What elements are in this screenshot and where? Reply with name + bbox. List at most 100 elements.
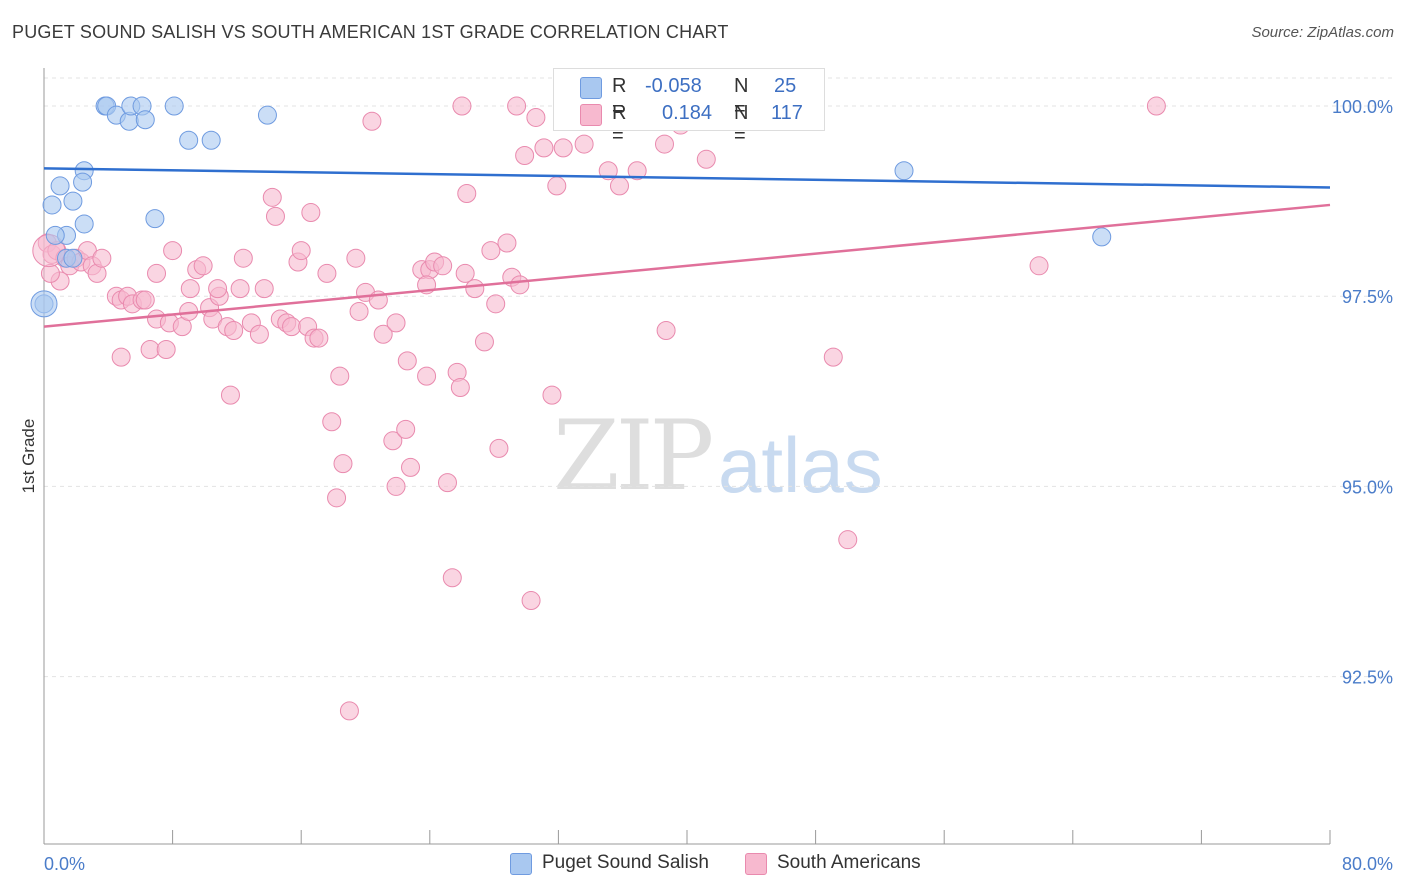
salish-point-large xyxy=(30,290,58,318)
south-americans-point xyxy=(230,279,250,299)
south-americans-point xyxy=(526,107,546,127)
r-value: -0.058 xyxy=(645,75,702,97)
south-americans-point xyxy=(193,256,213,276)
south-americans-point xyxy=(534,138,554,158)
source-label: Source: ZipAtlas.com xyxy=(1251,24,1394,41)
south-americans-point xyxy=(521,591,541,611)
south-americans-point xyxy=(455,263,475,283)
x-ticks xyxy=(43,830,1331,844)
r-value: 0.184 xyxy=(662,102,713,124)
trend-lines xyxy=(43,167,1331,328)
south-americans-point xyxy=(401,457,421,477)
south-americans-point xyxy=(486,294,506,314)
south-americans-point xyxy=(373,324,393,344)
south-americans-point xyxy=(656,320,676,340)
salish-point xyxy=(50,176,70,196)
south-americans-trend-line xyxy=(43,203,1331,328)
south-americans-point xyxy=(333,454,353,474)
south-americans-swatch xyxy=(580,104,602,126)
south-americans-point xyxy=(696,149,716,169)
south-americans-point xyxy=(510,275,530,295)
south-americans-point xyxy=(553,138,573,158)
y-tick-label: 100.0% xyxy=(1332,97,1393,117)
salish-point xyxy=(135,110,155,130)
south-americans-point xyxy=(396,419,416,439)
south-americans-point xyxy=(838,530,858,550)
south-americans-point xyxy=(224,320,244,340)
puget-sound-salish-points xyxy=(30,96,1112,318)
south-americans-point xyxy=(262,187,282,207)
x-tick-label-max: 80.0% xyxy=(1342,854,1393,874)
r-label: R = xyxy=(612,75,627,120)
south-americans-point xyxy=(465,279,485,299)
y-tick-label: 97.5% xyxy=(1342,287,1393,307)
south-americans-point xyxy=(542,385,562,405)
salish-point xyxy=(201,130,221,150)
south-americans-point xyxy=(163,241,183,261)
salish-point xyxy=(894,161,914,181)
south-americans-point xyxy=(301,203,321,223)
south-americans-point xyxy=(442,568,462,588)
south-americans-point xyxy=(282,317,302,337)
south-americans-point xyxy=(1029,256,1049,276)
south-americans-point xyxy=(233,248,253,268)
south-americans-point xyxy=(383,431,403,451)
south-americans-point xyxy=(417,366,437,386)
south-americans-point xyxy=(1146,96,1166,116)
salish-point xyxy=(74,214,94,234)
south-americans-point xyxy=(609,176,629,196)
south-americans-point xyxy=(489,438,509,458)
south-americans-point xyxy=(362,111,382,131)
salish-trend-line xyxy=(43,167,1331,189)
south-americans-point xyxy=(654,134,674,154)
south-americans-point xyxy=(547,176,567,196)
salish-point xyxy=(179,130,199,150)
south-americans-point xyxy=(474,332,494,352)
south-americans-point xyxy=(515,145,535,165)
south-americans-point xyxy=(507,96,527,116)
salish-point xyxy=(63,191,83,211)
salish-point xyxy=(42,195,62,215)
legend-swatch-south-americans xyxy=(745,853,767,875)
south-americans-point xyxy=(156,339,176,359)
south-americans-point xyxy=(386,476,406,496)
salish-point xyxy=(73,172,93,192)
salish-point xyxy=(1092,227,1112,247)
south-americans-point xyxy=(317,263,337,283)
y-tick-labels: 92.5% 95.0% 97.5% 100.0% xyxy=(1332,97,1393,688)
n-value: 25 xyxy=(774,75,797,97)
south-americans-point xyxy=(397,351,417,371)
chart-title: PUGET SOUND SALISH VS SOUTH AMERICAN 1ST… xyxy=(12,22,729,42)
south-americans-point xyxy=(92,248,112,268)
south-americans-point xyxy=(457,184,477,204)
south-americans-point xyxy=(452,96,472,116)
south-americans-point xyxy=(220,385,240,405)
south-americans-point xyxy=(346,248,366,268)
south-americans-point xyxy=(433,256,453,276)
salish-point xyxy=(45,225,65,245)
gridlines xyxy=(44,77,1392,678)
salish-point xyxy=(145,209,165,229)
y-tick-label: 95.0% xyxy=(1342,477,1393,497)
legend-label-salish: Puget Sound Salish xyxy=(542,852,709,873)
n-label: N = xyxy=(734,102,749,147)
south-americans-points xyxy=(32,96,1166,721)
south-americans-point xyxy=(265,206,285,226)
south-americans-point xyxy=(349,301,369,321)
legend-swatch-salish xyxy=(510,853,532,875)
south-americans-point xyxy=(147,263,167,283)
y-axis-label: 1st Grade xyxy=(19,419,38,494)
south-americans-point xyxy=(327,488,347,508)
south-americans-point xyxy=(386,313,406,333)
x-tick-label-min: 0.0% xyxy=(44,854,85,874)
south-americans-point xyxy=(291,241,311,261)
south-americans-point xyxy=(249,324,269,344)
legend-label-south-americans: South Americans xyxy=(777,852,921,873)
watermark-zip: ZIP xyxy=(553,400,714,512)
salish-point xyxy=(257,105,277,125)
salish-point xyxy=(63,248,83,268)
south-americans-point xyxy=(322,412,342,432)
south-americans-point xyxy=(437,473,457,493)
south-americans-point xyxy=(627,161,647,181)
